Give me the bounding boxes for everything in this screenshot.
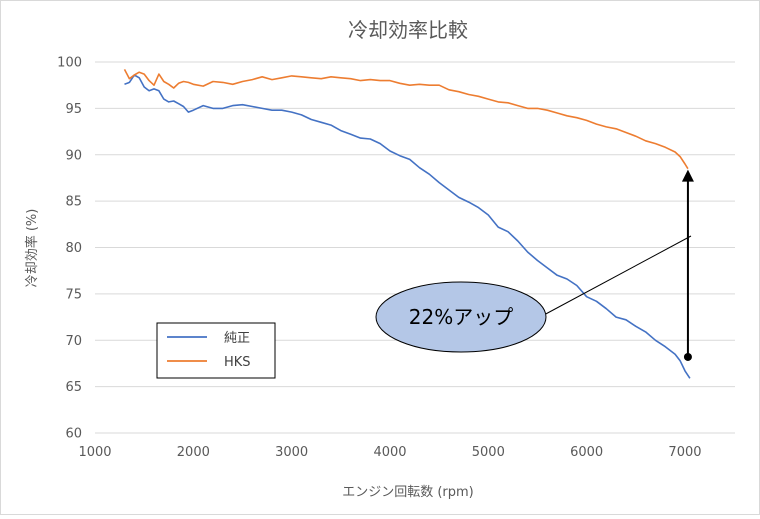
y-tick-label-90: 90 [65, 148, 82, 163]
series-lines [123, 69, 691, 379]
x-tick-label-1000: 1000 [78, 445, 111, 460]
x-tick-label-3000: 3000 [275, 445, 308, 460]
callout: 22%アップ [375, 235, 692, 353]
x-tick-label-7000: 7000 [668, 445, 701, 460]
x-tick-label-4000: 4000 [373, 445, 406, 460]
y-tick-label-95: 95 [65, 102, 82, 117]
gridlines [95, 61, 735, 434]
x-tick-label-5000: 5000 [472, 445, 505, 460]
legend-label-series-1: 純正 [224, 331, 250, 346]
y-tick-label-85: 85 [65, 195, 82, 210]
x-tick-label-6000: 6000 [570, 445, 603, 460]
y-tick-label-60: 60 [65, 427, 82, 442]
legend-box [156, 322, 276, 379]
y-tick-label-65: 65 [65, 380, 82, 395]
improvement-arrow [681, 169, 694, 361]
y-tick-label-80: 80 [65, 241, 82, 256]
legend: 純正 HKS [156, 322, 276, 379]
callout-leader-line [541, 235, 692, 317]
series-line-2 [123, 69, 689, 170]
y-tick-label-70: 70 [65, 334, 82, 349]
x-tick-labels: 1000 2000 3000 4000 5000 6000 7000 [78, 445, 701, 460]
callout-text: 22%アップ [409, 305, 513, 329]
x-tick-label-2000: 2000 [177, 445, 210, 460]
arrow-start-dot [683, 352, 692, 361]
y-tick-labels: 60 65 70 75 80 85 90 95 100 [57, 56, 82, 442]
y-axis-title: 冷却効率 (%) [24, 209, 40, 288]
legend-label-series-2: HKS [224, 355, 251, 370]
x-axis-title: エンジン回転数 (rpm) [342, 485, 474, 500]
series-line-1 [124, 74, 691, 379]
arrow-head [681, 169, 694, 182]
chart-title: 冷却効率比較 [348, 18, 468, 42]
y-tick-label-75: 75 [65, 287, 82, 302]
callout-ellipse [375, 281, 547, 353]
y-tick-label-100: 100 [57, 56, 82, 71]
